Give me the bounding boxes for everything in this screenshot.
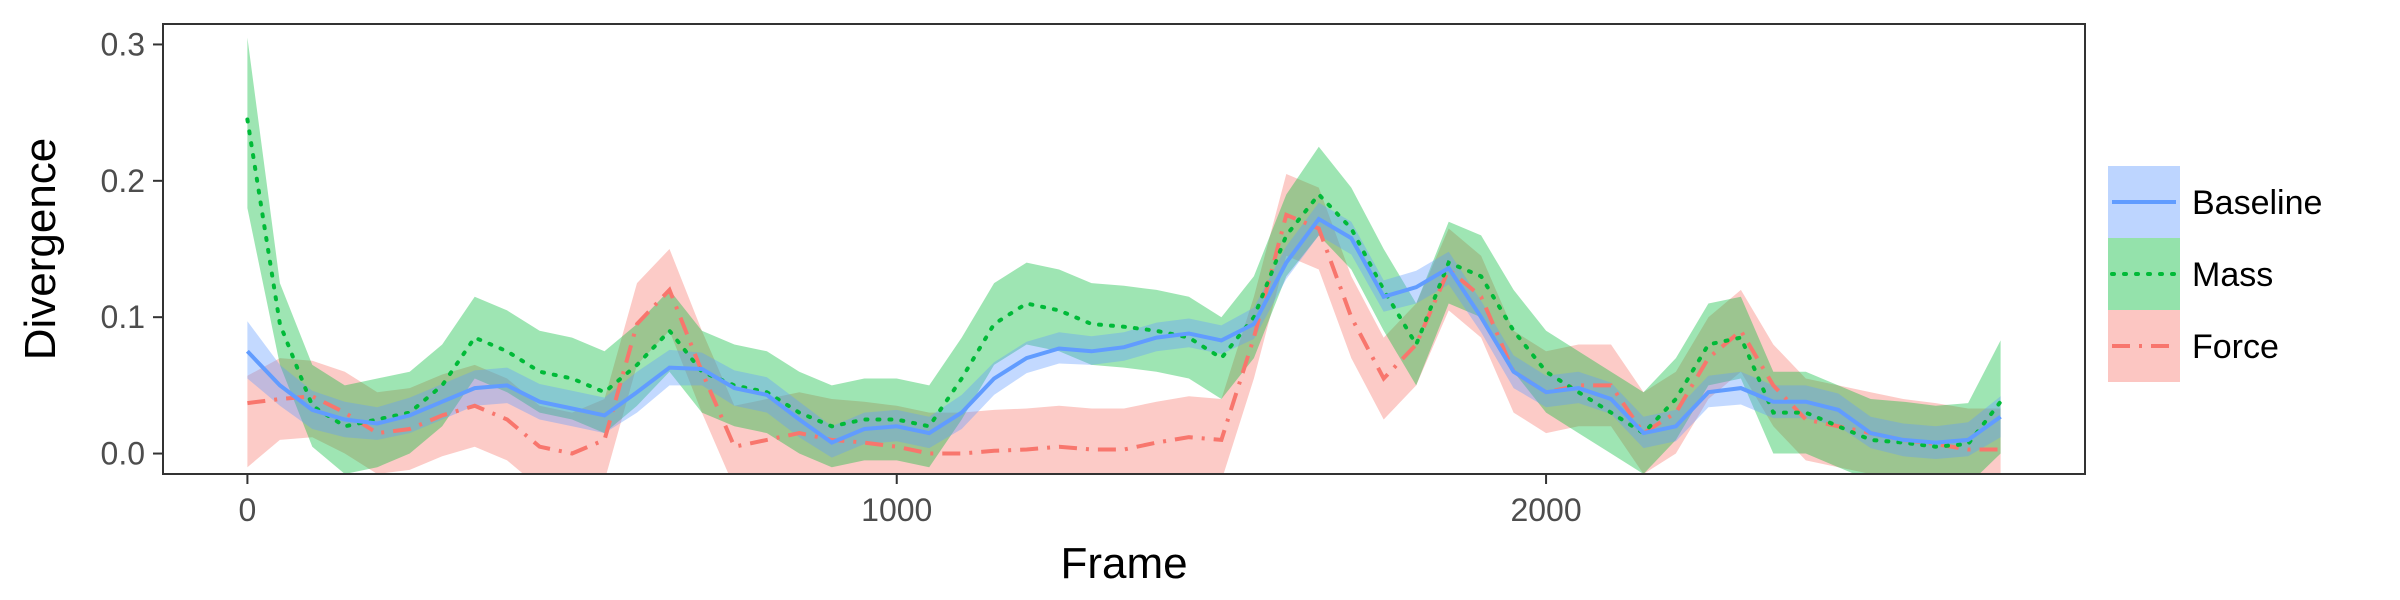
mass-ribbon — [247, 37, 2001, 474]
force-line — [247, 212, 2001, 456]
legend-label-mass: Mass — [2192, 256, 2273, 294]
mass-line — [245, 117, 2003, 449]
x-axis-title: Frame — [1060, 539, 1187, 588]
force-ribbon — [247, 174, 2001, 474]
baseline-line — [245, 216, 2002, 445]
baseline-ribbon — [247, 202, 2001, 459]
y-axis-title: Divergence — [16, 138, 65, 361]
legend-key-mass — [2108, 238, 2180, 310]
y-tick-label: 0.0 — [101, 436, 145, 472]
legend-label-baseline: Baseline — [2192, 184, 2322, 222]
plot-area — [245, 37, 2003, 474]
y-tick-label: 0.2 — [101, 163, 145, 199]
legend: Baseline Mass Force — [2108, 166, 2322, 382]
x-tick-label: 2000 — [1510, 492, 1581, 528]
y-tick-label: 0.3 — [101, 26, 145, 62]
legend-label-force: Force — [2192, 328, 2279, 366]
y-tick-label: 0.1 — [101, 299, 145, 335]
x-tick-label: 1000 — [861, 492, 932, 528]
x-axis: 0 1000 2000 — [239, 474, 1582, 528]
x-tick-label: 0 — [239, 492, 257, 528]
plot-panel-border — [162, 23, 2086, 475]
y-axis: 0.0 0.1 0.2 0.3 — [101, 26, 163, 472]
